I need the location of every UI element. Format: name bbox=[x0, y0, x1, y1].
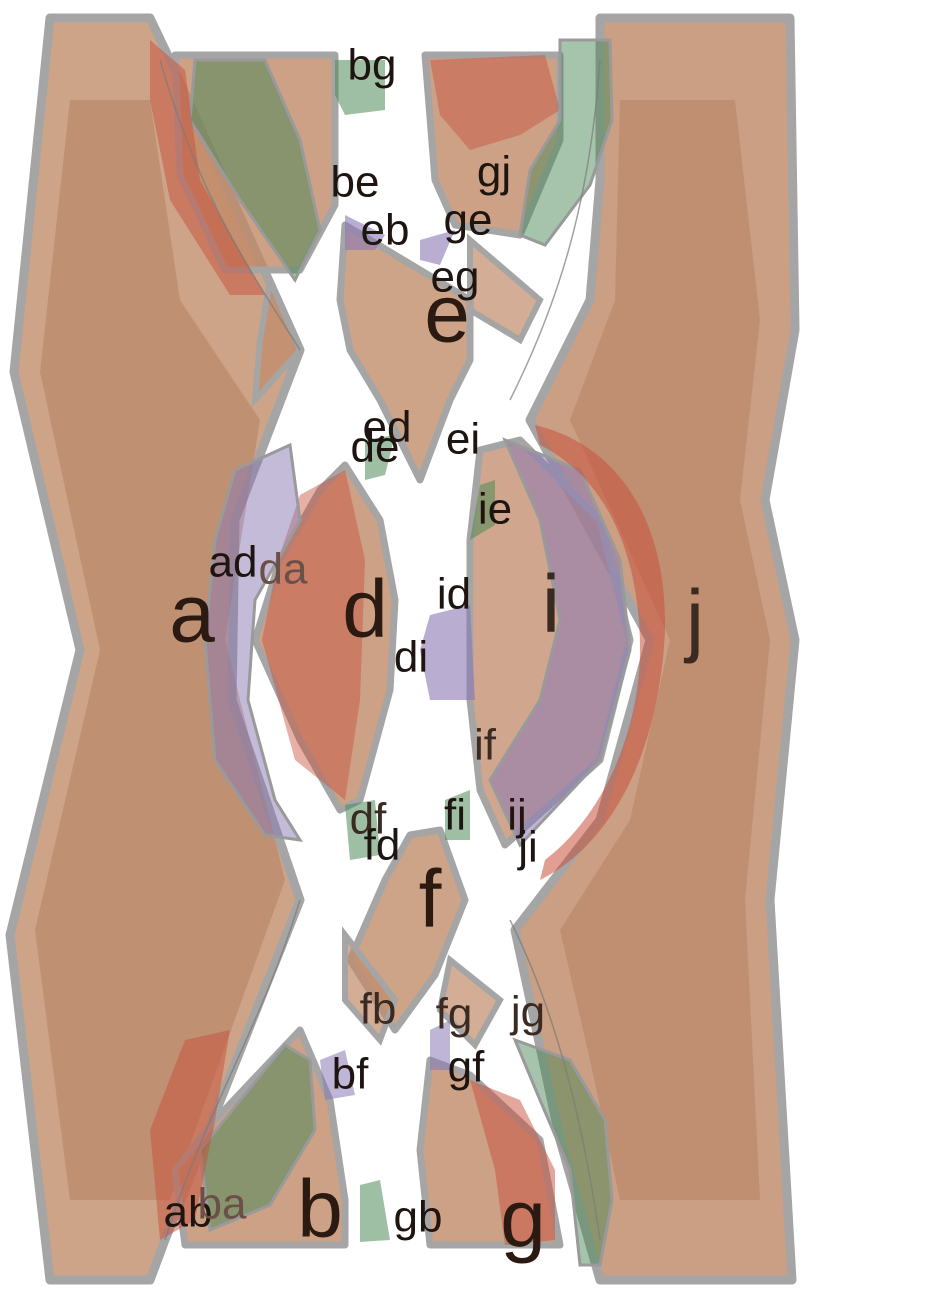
label-fb: fb bbox=[360, 985, 397, 1034]
bg-top-green-patch bbox=[335, 60, 385, 115]
label-bg: bg bbox=[348, 41, 397, 90]
label-gf: gf bbox=[448, 1043, 485, 1092]
label-bf: bf bbox=[332, 1050, 369, 1099]
label-id: id bbox=[437, 570, 471, 619]
label-region-j: j bbox=[684, 574, 704, 665]
region-e-neck bbox=[251, 233, 544, 409]
label-region-b: b bbox=[297, 1164, 343, 1255]
label-ge: ge bbox=[444, 196, 493, 245]
region-e-block bbox=[336, 221, 474, 484]
label-jg: jg bbox=[509, 988, 545, 1037]
label-ji: ji bbox=[516, 823, 538, 872]
label-region-d: d bbox=[342, 564, 388, 655]
region-j-face bbox=[560, 100, 770, 1200]
region-a-face bbox=[35, 100, 285, 1200]
wire-arc-right bbox=[509, 59, 601, 1241]
upper-right-red-surface bbox=[430, 55, 560, 150]
region-a-purple-surface bbox=[203, 442, 303, 842]
label-eg: eg bbox=[431, 253, 480, 302]
label-eb: eb bbox=[361, 206, 410, 255]
label-ei: ei bbox=[446, 415, 480, 464]
wire-arc-left bbox=[159, 59, 301, 1241]
label-gj: gj bbox=[477, 148, 511, 197]
label-region-a: a bbox=[169, 569, 215, 660]
label-df: df bbox=[350, 795, 387, 844]
region-i-red-arc bbox=[535, 425, 665, 880]
eb-purple-patch bbox=[345, 215, 455, 265]
label-fg: fg bbox=[436, 990, 473, 1039]
label-region-i: i bbox=[542, 559, 560, 650]
label-ij: ij bbox=[507, 791, 527, 840]
upper-left-green-surface bbox=[188, 58, 322, 283]
label-ab: ab bbox=[164, 1188, 213, 1237]
upper-right-green-surface bbox=[518, 38, 614, 247]
region-d-red-surface bbox=[262, 470, 365, 800]
region-i-purple-surface bbox=[488, 437, 632, 848]
region-j-green-surface bbox=[512, 1037, 614, 1267]
label-de: de bbox=[351, 423, 400, 472]
id-purple-patch bbox=[420, 605, 475, 700]
region-b-red-surface bbox=[150, 1030, 230, 1240]
label-da: da bbox=[259, 545, 308, 594]
gb-bottom-green-patch bbox=[360, 1180, 390, 1242]
label-region-e: e bbox=[424, 269, 470, 360]
upper-left-red-surface bbox=[150, 40, 265, 295]
label-gb: gb bbox=[394, 1193, 443, 1242]
label-region-g: g bbox=[500, 1174, 546, 1265]
label-ie: ie bbox=[478, 485, 512, 534]
label-ba: ba bbox=[198, 1180, 247, 1229]
label-fi: fi bbox=[444, 791, 466, 840]
label-ed: ed bbox=[363, 403, 412, 452]
label-be: be bbox=[331, 158, 380, 207]
region-g-red-surface bbox=[470, 1080, 555, 1245]
label-region-f: f bbox=[419, 854, 442, 945]
bf-purple-patch bbox=[320, 1020, 450, 1100]
region-b-green-surface bbox=[198, 1043, 317, 1233]
label-fd: fd bbox=[364, 821, 401, 870]
label-if: if bbox=[474, 721, 497, 770]
df-green-patch bbox=[345, 790, 470, 860]
region-d-block bbox=[251, 461, 399, 814]
fb-lower-neck bbox=[342, 926, 504, 1050]
ed-green-patch bbox=[365, 435, 495, 540]
label-ad: ad bbox=[209, 538, 258, 587]
label-di: di bbox=[394, 633, 428, 682]
